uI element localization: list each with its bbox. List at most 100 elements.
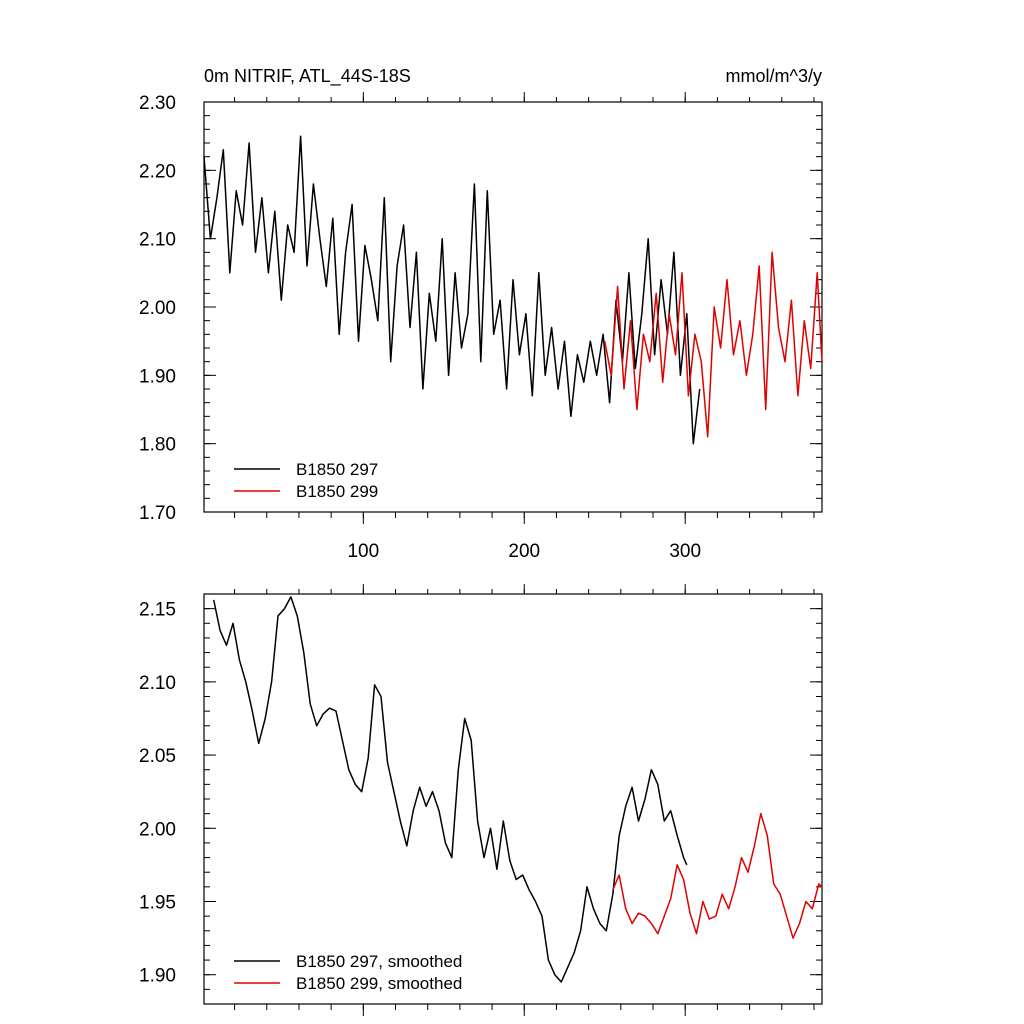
top-data-point-297	[416, 252, 417, 253]
bottom-data-point-299	[786, 916, 787, 917]
top-data-point-297	[287, 224, 288, 225]
bottom-data-point-297	[258, 743, 259, 744]
bottom-y-tick-label: 1.90	[139, 966, 176, 987]
bottom-data-point-299	[670, 898, 671, 899]
top-data-point-297	[603, 334, 604, 335]
top-data-point-297	[332, 218, 333, 219]
top-data-point-299	[778, 327, 779, 328]
top-data-point-299	[791, 300, 792, 301]
bottom-data-point-297	[380, 696, 381, 697]
top-legend-label-299: B1850 299	[296, 482, 378, 501]
bottom-data-point-297	[535, 901, 536, 902]
top-data-point-297	[506, 388, 507, 389]
bottom-data-point-299	[657, 933, 658, 934]
top-data-point-297	[442, 238, 443, 239]
top-data-point-297	[326, 286, 327, 287]
bottom-data-point-299	[689, 913, 690, 914]
bottom-data-point-299	[683, 879, 684, 880]
bottom-data-point-297	[277, 615, 278, 616]
top-data-point-297	[480, 361, 481, 362]
bottom-data-point-297	[586, 886, 587, 887]
top-data-point-299	[662, 382, 663, 383]
top-data-point-297	[564, 341, 565, 342]
bottom-data-point-299	[754, 845, 755, 846]
bottom-data-point-297	[516, 879, 517, 880]
top-data-point-297	[570, 416, 571, 417]
top-data-point-299	[752, 334, 753, 335]
top-data-point-299	[714, 306, 715, 307]
top-data-point-297	[467, 313, 468, 314]
bottom-legend-label-297: B1850 297, smoothed	[296, 952, 462, 971]
top-x-tick-label: 300	[669, 541, 701, 562]
bottom-data-point-297	[503, 820, 504, 821]
bottom-data-point-297	[323, 714, 324, 715]
bottom-data-point-297	[252, 711, 253, 712]
top-data-point-297	[635, 368, 636, 369]
bottom-data-point-297	[632, 787, 633, 788]
bottom-data-point-297	[548, 960, 549, 961]
top-data-point-299	[765, 409, 766, 410]
bottom-data-point-297	[554, 974, 555, 975]
top-chart-units: mmol/m^3/y	[726, 66, 822, 86]
bottom-data-point-297	[580, 930, 581, 931]
bottom-data-point-297	[606, 930, 607, 931]
top-data-point-297	[306, 265, 307, 266]
bottom-data-point-299	[773, 883, 774, 884]
top-data-point-299	[630, 320, 631, 321]
bottom-data-point-299	[735, 886, 736, 887]
bottom-data-point-297	[458, 769, 459, 770]
top-data-point-299	[694, 334, 695, 335]
top-data-point-297	[345, 252, 346, 253]
bottom-data-point-297	[574, 952, 575, 953]
bottom-data-point-297	[522, 875, 523, 876]
bottom-data-point-297	[670, 810, 671, 811]
bottom-data-point-299	[812, 908, 813, 909]
bottom-data-point-297	[496, 869, 497, 870]
bottom-data-point-297	[490, 828, 491, 829]
top-data-point-297	[609, 402, 610, 403]
top-data-point-299	[739, 320, 740, 321]
top-data-point-297	[661, 279, 662, 280]
top-data-point-299	[643, 334, 644, 335]
bottom-data-point-297	[368, 757, 369, 758]
top-data-point-299	[772, 252, 773, 253]
bottom-data-point-297	[290, 596, 291, 597]
top-data-point-297	[628, 272, 629, 273]
top-data-point-297	[422, 388, 423, 389]
top-data-point-299	[688, 395, 689, 396]
bottom-data-point-299	[632, 923, 633, 924]
bottom-data-point-297	[413, 810, 414, 811]
top-data-point-297	[255, 252, 256, 253]
top-data-point-297	[390, 361, 391, 362]
bottom-data-point-297	[657, 784, 658, 785]
bottom-data-point-297	[612, 894, 613, 895]
top-series-line-297	[203, 135, 701, 445]
top-data-point-297	[403, 224, 404, 225]
bottom-data-point-297	[271, 681, 272, 682]
top-data-point-297	[680, 375, 681, 376]
top-data-point-297	[294, 252, 295, 253]
top-data-point-297	[641, 313, 642, 314]
bottom-data-point-297	[664, 820, 665, 821]
top-data-point-297	[538, 272, 539, 273]
top-data-point-299	[784, 361, 785, 362]
top-data-point-297	[216, 197, 217, 198]
bottom-data-point-299	[638, 913, 639, 914]
top-data-point-297	[673, 252, 674, 253]
top-y-tick-label: 2.30	[139, 93, 176, 114]
bottom-data-point-297	[451, 857, 452, 858]
bottom-data-point-299	[677, 864, 678, 865]
top-data-point-299	[617, 286, 618, 287]
bottom-data-point-297	[297, 615, 298, 616]
top-data-point-297	[358, 341, 359, 342]
bottom-data-point-297	[483, 857, 484, 858]
bottom-data-point-299	[702, 901, 703, 902]
top-ticks	[204, 92, 822, 524]
top-data-point-299	[681, 272, 682, 273]
top-data-point-297	[435, 341, 436, 342]
bottom-data-point-297	[245, 681, 246, 682]
top-x-tick-label: 200	[508, 541, 540, 562]
bottom-series	[212, 596, 823, 983]
top-data-point-297	[313, 183, 314, 184]
